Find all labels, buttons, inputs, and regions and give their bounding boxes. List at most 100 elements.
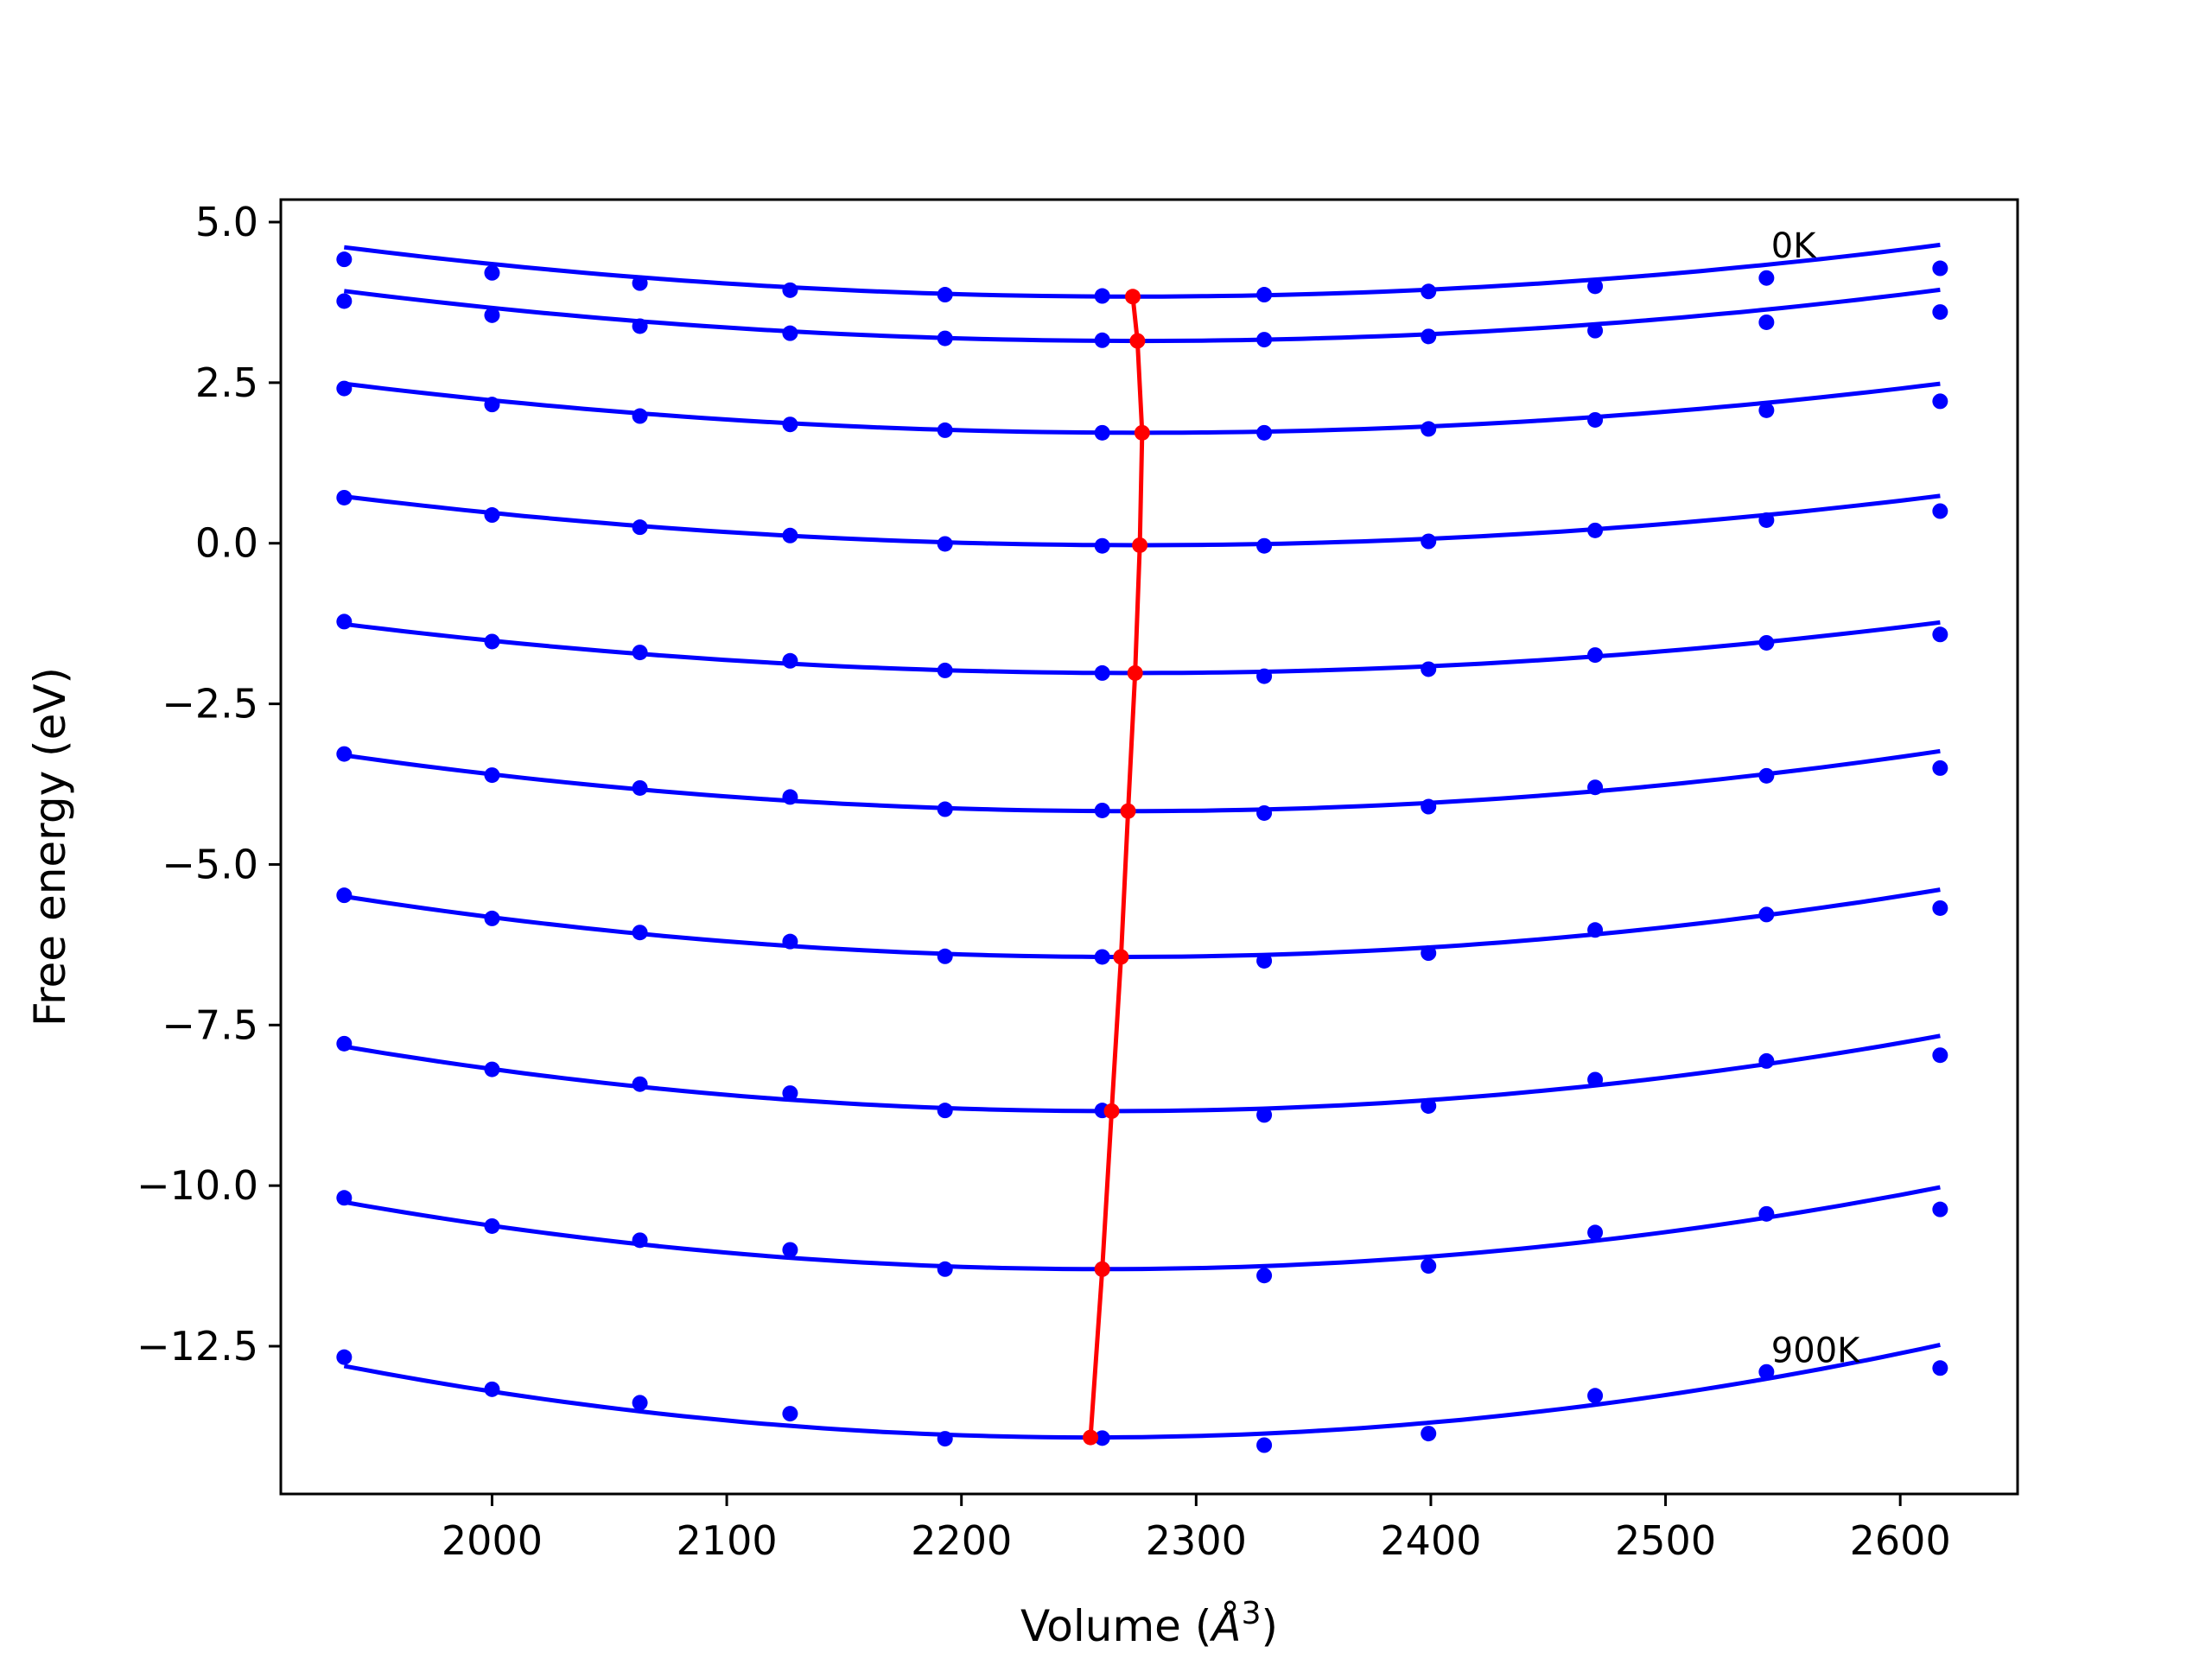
data-point: [1421, 661, 1437, 677]
data-point: [632, 779, 648, 796]
minimum-point: [1083, 1429, 1099, 1446]
y-tick-label: −7.5: [162, 1001, 258, 1048]
data-point: [632, 925, 648, 941]
plot-frame: [279, 198, 2019, 1496]
data-point: [1932, 760, 1948, 776]
data-point: [937, 536, 953, 552]
data-point: [1421, 328, 1437, 345]
data-point: [1256, 1437, 1273, 1453]
y-tick-label: 0.0: [195, 520, 258, 567]
y-tick-label: −12.5: [137, 1323, 258, 1370]
x-tick-label: 2300: [1146, 1517, 1247, 1564]
data-point: [632, 408, 648, 424]
minimum-point: [1103, 1103, 1120, 1119]
data-point: [1421, 1258, 1437, 1274]
data-point: [1421, 533, 1437, 550]
data-point: [1256, 1107, 1273, 1123]
data-point: [782, 1085, 798, 1102]
y-axis-ticks: 5.0 2.5 0.0 −2.5 −5.0 −7.5 −10.0 −12.5: [137, 199, 281, 1370]
data-point: [484, 307, 500, 323]
data-point: [782, 416, 798, 433]
data-point: [782, 652, 798, 669]
minimum-point: [1113, 949, 1129, 965]
data-point: [1587, 779, 1604, 796]
data-point: [1256, 537, 1273, 554]
y-axis-title: Free energy (eV): [25, 667, 75, 1027]
data-point: [1094, 664, 1110, 681]
data-point: [1587, 522, 1604, 538]
data-point: [484, 397, 500, 413]
x-tick-label: 2500: [1615, 1517, 1716, 1564]
data-point: [1932, 393, 1948, 410]
curve-annotation: 0K: [1771, 226, 1817, 266]
minimum-line: [1088, 296, 1145, 1438]
data-point: [1256, 668, 1273, 684]
data-point: [632, 275, 648, 291]
y-tick-label: 2.5: [195, 359, 258, 406]
data-point: [1094, 332, 1110, 348]
data-point: [1758, 314, 1775, 330]
data-point: [484, 1217, 500, 1234]
x-tick-label: 2400: [1380, 1517, 1481, 1564]
x-tick-label: 2000: [442, 1517, 543, 1564]
data-point: [484, 633, 500, 650]
data-point: [1094, 424, 1110, 441]
data-point: [632, 645, 648, 661]
data-point: [632, 1232, 648, 1249]
data-point: [1932, 304, 1948, 321]
data-point: [1758, 270, 1775, 286]
data-point: [336, 293, 353, 309]
data-point: [937, 287, 953, 303]
data-points: [336, 251, 1948, 1453]
data-point: [1932, 1201, 1948, 1217]
curve-annotation: 900K: [1771, 1332, 1861, 1371]
fit-curve-4: [343, 620, 1941, 676]
data-point: [484, 507, 500, 524]
data-point: [484, 1381, 500, 1397]
x-tick-label: 2600: [1850, 1517, 1951, 1564]
y-tick-label: 5.0: [195, 199, 258, 245]
data-point: [937, 948, 953, 964]
data-point: [1421, 798, 1437, 815]
fit-curve-0: [343, 242, 1941, 299]
minimum-point: [1124, 289, 1141, 305]
data-point: [937, 1261, 953, 1277]
data-point: [1256, 952, 1273, 969]
data-point: [1421, 421, 1437, 437]
data-point: [1256, 1268, 1273, 1284]
data-point: [1421, 283, 1437, 300]
data-point: [1587, 322, 1604, 339]
data-point: [937, 422, 953, 438]
minimum-point: [1094, 1261, 1110, 1277]
data-point: [1587, 1071, 1604, 1088]
x-axis-ticks: 2000 2100 2200 2300 2400 2500 2600: [442, 1494, 1951, 1564]
data-point: [1932, 626, 1948, 643]
minimum-point: [1134, 424, 1150, 441]
data-point: [1421, 1426, 1437, 1442]
fit-curve-5: [343, 748, 1941, 814]
x-tick-label: 2200: [911, 1517, 1012, 1564]
data-point: [1256, 804, 1273, 821]
data-point: [1094, 1430, 1110, 1446]
data-point: [632, 1395, 648, 1411]
data-point: [1587, 278, 1604, 295]
minimum-point: [1132, 537, 1148, 553]
data-point: [782, 527, 798, 543]
data-point: [1256, 287, 1273, 303]
data-point: [1094, 537, 1110, 554]
data-point: [632, 1076, 648, 1092]
minimum-path: [1083, 289, 1150, 1446]
data-point: [1758, 1363, 1775, 1380]
data-point: [484, 910, 500, 926]
fit-curve-7: [343, 1033, 1941, 1114]
data-point: [336, 251, 353, 268]
data-point: [1758, 1205, 1775, 1222]
minimum-point: [1127, 664, 1143, 681]
data-point: [1758, 767, 1775, 784]
data-point: [1758, 906, 1775, 923]
fit-curve-6: [343, 887, 1941, 959]
data-point: [782, 282, 798, 298]
data-point: [1256, 332, 1273, 348]
data-point: [336, 1035, 353, 1052]
